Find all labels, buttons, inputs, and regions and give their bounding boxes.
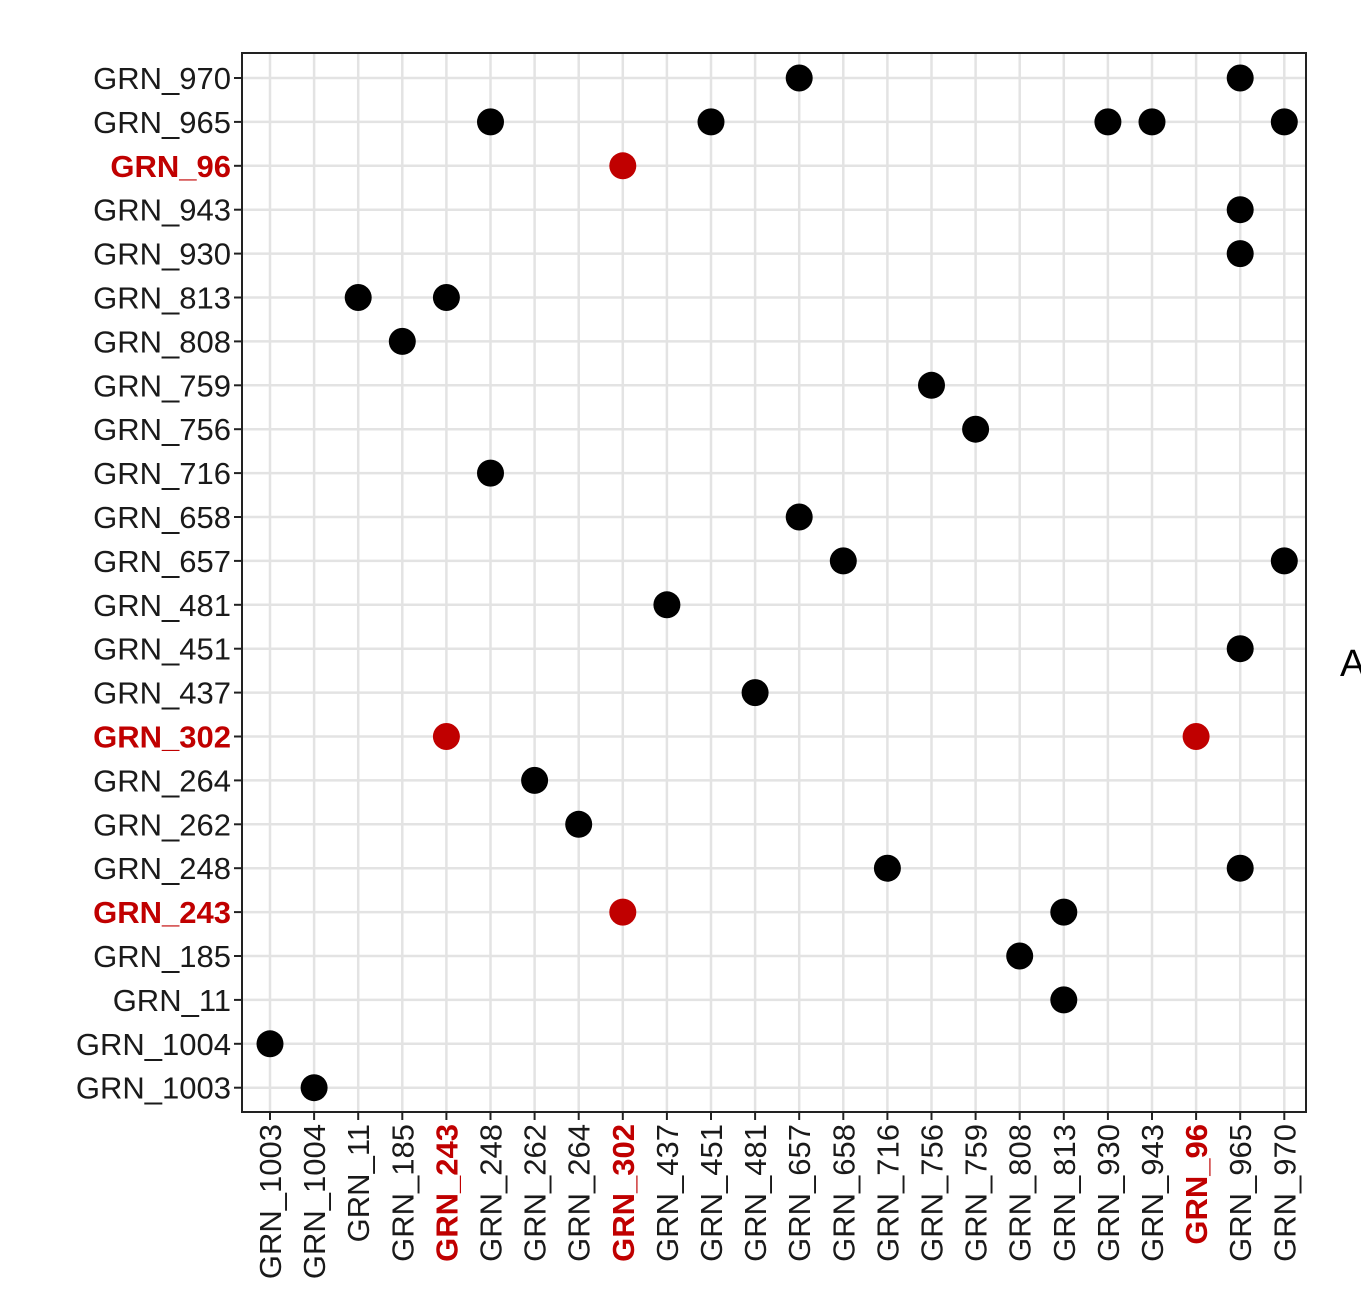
- point-grn-243-grn-813: [432, 284, 460, 311]
- point-grn-11-grn-813: [344, 284, 372, 311]
- x-tick-label-grn-185: GRN_185: [385, 1124, 420, 1262]
- point-grn-813-grn-243: [1050, 898, 1078, 926]
- point-grn-437-grn-481: [653, 591, 681, 619]
- x-tick-label-grn-437: GRN_437: [650, 1124, 685, 1262]
- y-tick-label-grn-248: GRN_248: [93, 851, 231, 886]
- point-grn-965-grn-451: [1226, 635, 1254, 663]
- point-grn-302-grn-243: [609, 898, 637, 926]
- x-tick-label-grn-262: GRN_262: [518, 1124, 553, 1262]
- point-grn-808-grn-185: [1006, 942, 1034, 970]
- y-tick-label-grn-756: GRN_756: [93, 412, 231, 447]
- y-tick-label-grn-243: GRN_243: [93, 895, 231, 930]
- point-grn-943-grn-965: [1138, 108, 1166, 136]
- y-tick-label-grn-1003: GRN_1003: [76, 1071, 231, 1106]
- y-tick-label-grn-262: GRN_262: [93, 807, 231, 842]
- x-tick-label-grn-11: GRN_11: [341, 1124, 376, 1242]
- x-tick-label-grn-1004: GRN_1004: [297, 1124, 332, 1279]
- y-tick-label-grn-716: GRN_716: [93, 456, 231, 491]
- y-axis: GRN_1003 GRN_1004 GRN_11 GRN_185 GRN_243 GRN_…: [76, 61, 242, 1106]
- y-tick-label-grn-930: GRN_930: [93, 237, 231, 272]
- x-tick-label-grn-930: GRN_930: [1091, 1124, 1126, 1262]
- point-grn-813-grn-11: [1050, 986, 1078, 1014]
- y-tick-label-grn-813: GRN_813: [93, 281, 231, 316]
- x-tick-label-grn-481: GRN_481: [738, 1124, 773, 1262]
- plot-background: [242, 53, 1306, 1112]
- x-tick-label-grn-96: GRN_96: [1179, 1124, 1214, 1245]
- y-tick-label-grn-264: GRN_264: [93, 763, 231, 798]
- y-tick-label-grn-657: GRN_657: [93, 544, 231, 579]
- point-grn-481-grn-437: [741, 679, 769, 707]
- point-grn-264-grn-262: [565, 810, 593, 838]
- y-tick-label-grn-302: GRN_302: [93, 720, 231, 755]
- y-tick-label-grn-1004: GRN_1004: [76, 1027, 231, 1062]
- x-tick-label-grn-264: GRN_264: [562, 1124, 597, 1262]
- x-tick-label-grn-756: GRN_756: [915, 1124, 950, 1262]
- point-grn-1003-grn-1004: [256, 1030, 284, 1058]
- edge-letter-label: A: [1340, 643, 1361, 685]
- point-grn-185-grn-808: [388, 327, 416, 355]
- point-grn-96-grn-302: [1182, 723, 1210, 750]
- y-tick-label-grn-96: GRN_96: [110, 149, 231, 184]
- point-grn-759-grn-756: [962, 415, 990, 443]
- y-tick-label-grn-808: GRN_808: [93, 324, 231, 359]
- x-tick-label-grn-716: GRN_716: [870, 1124, 905, 1262]
- point-grn-451-grn-965: [697, 108, 725, 136]
- point-grn-970-grn-965: [1270, 108, 1298, 136]
- y-tick-label-grn-943: GRN_943: [93, 193, 231, 228]
- point-grn-248-grn-965: [477, 108, 504, 136]
- y-tick-label-grn-965: GRN_965: [93, 105, 231, 140]
- y-tick-label-grn-481: GRN_481: [93, 588, 231, 623]
- grid: [242, 53, 1306, 1112]
- point-grn-302-grn-96: [609, 152, 637, 180]
- x-tick-label-grn-243: GRN_243: [429, 1124, 464, 1262]
- y-tick-label-grn-970: GRN_970: [93, 61, 231, 96]
- x-tick-label-grn-943: GRN_943: [1135, 1124, 1170, 1262]
- x-axis: GRN_1003 GRN_1004 GRN_11 GRN_185 GRN_243 GRN_…: [253, 1112, 1302, 1279]
- x-tick-label-grn-970: GRN_970: [1267, 1124, 1302, 1262]
- x-tick-label-grn-759: GRN_759: [959, 1124, 994, 1262]
- y-tick-label-grn-11: GRN_11: [113, 983, 231, 1018]
- x-tick-label-grn-813: GRN_813: [1047, 1124, 1082, 1262]
- x-tick-label-grn-965: GRN_965: [1223, 1124, 1258, 1262]
- data-points: [256, 64, 1298, 1102]
- point-grn-965-grn-930: [1226, 240, 1254, 268]
- point-grn-658-grn-657: [829, 547, 857, 575]
- point-grn-716-grn-248: [873, 854, 901, 882]
- point-grn-965-grn-943: [1226, 196, 1254, 224]
- plot-frame: [241, 52, 1307, 1113]
- point-grn-243-grn-302: [432, 723, 460, 750]
- point-grn-657-grn-658: [785, 503, 813, 531]
- point-grn-657-grn-970: [785, 64, 813, 92]
- y-tick-label-grn-658: GRN_658: [93, 500, 231, 535]
- point-grn-965-grn-970: [1226, 64, 1254, 92]
- point-grn-1004-grn-1003: [300, 1074, 328, 1102]
- point-grn-930-grn-965: [1094, 108, 1122, 136]
- x-tick-label-grn-658: GRN_658: [826, 1124, 861, 1262]
- x-tick-label-grn-302: GRN_302: [606, 1124, 641, 1262]
- y-tick-label-grn-185: GRN_185: [93, 939, 231, 974]
- point-grn-756-grn-759: [918, 371, 945, 399]
- x-tick-label-grn-657: GRN_657: [782, 1124, 817, 1262]
- x-tick-label-grn-808: GRN_808: [1003, 1124, 1038, 1262]
- point-grn-262-grn-264: [521, 766, 549, 794]
- x-tick-label-grn-1003: GRN_1003: [253, 1124, 288, 1279]
- x-tick-label-grn-248: GRN_248: [474, 1124, 509, 1262]
- y-tick-label-grn-437: GRN_437: [93, 676, 231, 711]
- y-tick-label-grn-759: GRN_759: [93, 368, 231, 403]
- point-grn-965-grn-248: [1226, 854, 1254, 882]
- point-grn-248-grn-716: [477, 459, 504, 487]
- point-grn-970-grn-657: [1270, 547, 1298, 575]
- y-tick-label-grn-451: GRN_451: [93, 632, 231, 667]
- x-tick-label-grn-451: GRN_451: [694, 1124, 729, 1262]
